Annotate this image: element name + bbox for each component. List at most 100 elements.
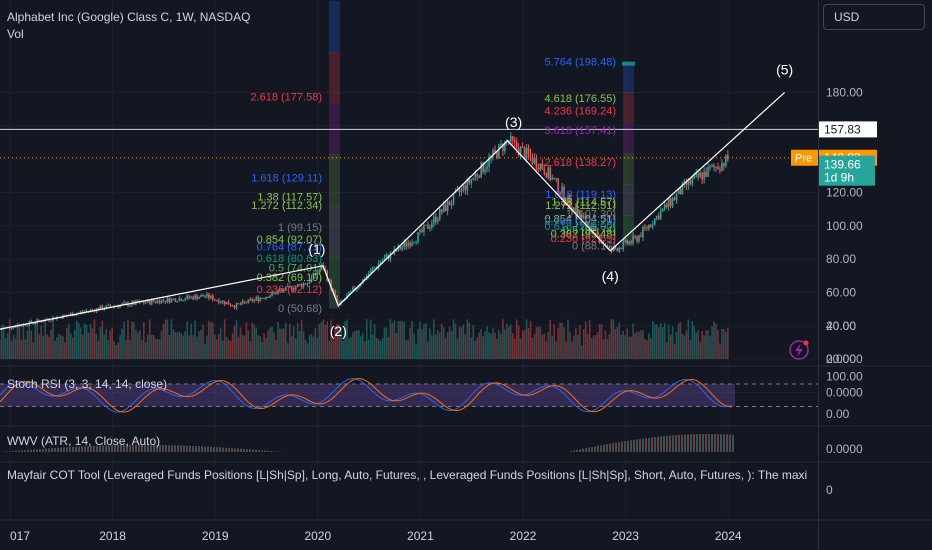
volume-bar-129 <box>253 324 256 359</box>
volume-bar-323 <box>636 331 638 359</box>
volume-bar-239 <box>470 337 473 359</box>
candle-body-367 <box>723 163 725 166</box>
volume-bar-109 <box>214 334 216 359</box>
candle-body-7 <box>12 326 15 329</box>
candle-body-143 <box>281 290 283 292</box>
candle-body-18 <box>34 322 37 324</box>
volume-bar-341 <box>671 326 674 359</box>
volume-bar-283 <box>557 328 559 359</box>
volume-bar-180 <box>354 330 356 359</box>
elliott-wave-lines[interactable]: (1) (2) (3) (4) (5) <box>0 61 793 339</box>
candle-body-192 <box>377 263 380 268</box>
volume-bar-134 <box>263 333 265 359</box>
wwv-bar-180 <box>180 445 182 452</box>
pane-separators[interactable] <box>0 365 932 521</box>
volume-bar-355 <box>699 341 701 359</box>
volume-bar-15 <box>28 322 31 359</box>
volume-bar-123 <box>241 334 244 359</box>
candle-body-364 <box>717 166 719 170</box>
candle-body-336 <box>661 208 664 212</box>
volume-bar-302 <box>594 335 597 359</box>
volume-bar-261 <box>513 338 516 359</box>
candle-body-345 <box>679 188 682 195</box>
candle-body-359 <box>707 167 709 177</box>
volume-bar-306 <box>602 339 605 359</box>
price-tick-7: 40.00 <box>826 319 856 333</box>
candle-body-349 <box>687 179 690 186</box>
volume-bar-266 <box>523 330 526 359</box>
wwv-bar-267 <box>267 450 269 452</box>
volume-bar-305 <box>600 324 603 359</box>
volume-bar-82 <box>160 330 163 359</box>
lightning-icon-ring <box>789 340 809 360</box>
wwv-bar-174 <box>174 445 176 452</box>
candle-body-340 <box>669 198 672 206</box>
price-axis[interactable]: 180.00160.00140.00120.00100.0080.0060.00… <box>791 85 877 497</box>
volume-bar-205 <box>403 321 406 359</box>
candle-body-261 <box>513 140 516 142</box>
volume-bar-74 <box>144 342 147 359</box>
wave-label-5: (5) <box>776 61 793 77</box>
wwv-bar-54 <box>54 447 56 452</box>
wwv-bar-192 <box>192 445 194 452</box>
wwv-bar-213 <box>213 446 215 452</box>
volume-bar-22 <box>42 335 44 359</box>
candle-body-153 <box>300 283 303 287</box>
volume-bar-299 <box>588 319 591 359</box>
volume-bar-251 <box>494 332 496 359</box>
candle-body-103 <box>202 294 204 297</box>
volume-bar-26 <box>50 329 52 359</box>
volume-bar-169 <box>332 340 334 359</box>
volume-bar-310 <box>610 319 613 359</box>
volume-bar-124 <box>243 335 246 359</box>
candle-body-305 <box>600 242 603 244</box>
volume-bar-165 <box>324 324 327 359</box>
volume-bar-141 <box>277 321 279 359</box>
candle-body-328 <box>646 227 648 229</box>
volume-bar-200 <box>393 320 396 359</box>
candle-body-136 <box>267 296 269 298</box>
candle-body-279 <box>549 167 552 180</box>
stoch-rsi-pane <box>0 378 818 413</box>
volume-bar-174 <box>342 340 344 359</box>
volume-bar-315 <box>620 334 623 359</box>
candle-body-335 <box>659 211 662 220</box>
wwv-bar-15 <box>15 450 17 452</box>
candle-body-302 <box>594 226 597 230</box>
volume-bar-247 <box>486 326 488 359</box>
candle-body-182 <box>358 285 360 288</box>
volume-bar-277 <box>545 340 548 359</box>
fib-2020-label-8: 0.5 (74.91) <box>269 263 322 275</box>
candle-body-56 <box>109 304 112 307</box>
fib-zone-2022-cap <box>622 61 635 66</box>
volume-bar-162 <box>318 323 321 359</box>
candle-body-202 <box>397 246 400 252</box>
time-axis[interactable]: 017 2018 2019 2020 2021 2022 2023 2024 <box>10 529 742 543</box>
price-tick-0: 180.00 <box>826 85 863 99</box>
horizontal-line[interactable] <box>0 128 818 159</box>
candle-body-309 <box>608 246 611 248</box>
volume-bar-7 <box>12 334 15 359</box>
candle-body-187 <box>367 273 370 276</box>
candle-body-339 <box>667 198 670 208</box>
volume-bar-228 <box>448 326 451 359</box>
lightning-icon[interactable] <box>789 340 809 360</box>
wwv-bar-729 <box>729 434 731 452</box>
wwv-bar-732 <box>732 434 734 452</box>
wwv-bar-624 <box>624 441 626 452</box>
candle-body-146 <box>287 285 289 287</box>
volume-bar-179 <box>352 332 354 359</box>
candle-body-97 <box>190 296 192 298</box>
wwv-bar-690 <box>690 434 692 452</box>
fib-2020-label-9: 0.382 (69.19) <box>257 272 322 284</box>
volume-bar-236 <box>464 334 467 359</box>
wwv-bar-93 <box>93 445 95 452</box>
volume-bar-54 <box>105 328 108 359</box>
volume-bar-131 <box>257 335 260 359</box>
wwv-bar-570 <box>570 451 572 452</box>
wwv-bar-573 <box>573 450 575 452</box>
currency-button[interactable]: USD <box>823 4 925 30</box>
candle-body-303 <box>596 229 599 235</box>
candle-body-348 <box>685 181 688 186</box>
